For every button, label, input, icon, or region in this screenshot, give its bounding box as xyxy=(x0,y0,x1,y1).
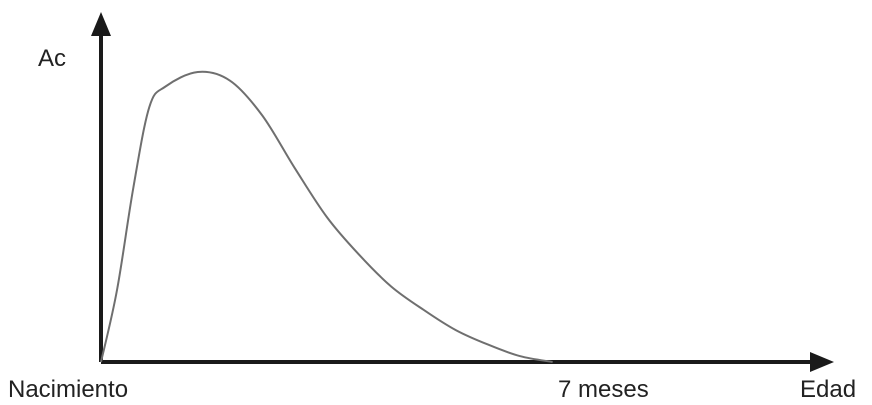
x-tick-label: 7 meses xyxy=(558,376,649,403)
x-axis-arrow xyxy=(810,352,834,372)
y-axis-label: Ac xyxy=(38,45,66,72)
series-layer xyxy=(100,70,553,363)
axes xyxy=(91,12,834,372)
series-line xyxy=(100,70,553,363)
x-tick-label: Nacimiento xyxy=(8,376,128,403)
x-axis-label: Edad xyxy=(800,376,856,403)
y-axis-arrow xyxy=(91,12,111,36)
labels: Ac Edad Nacimiento 7 meses xyxy=(8,45,856,403)
